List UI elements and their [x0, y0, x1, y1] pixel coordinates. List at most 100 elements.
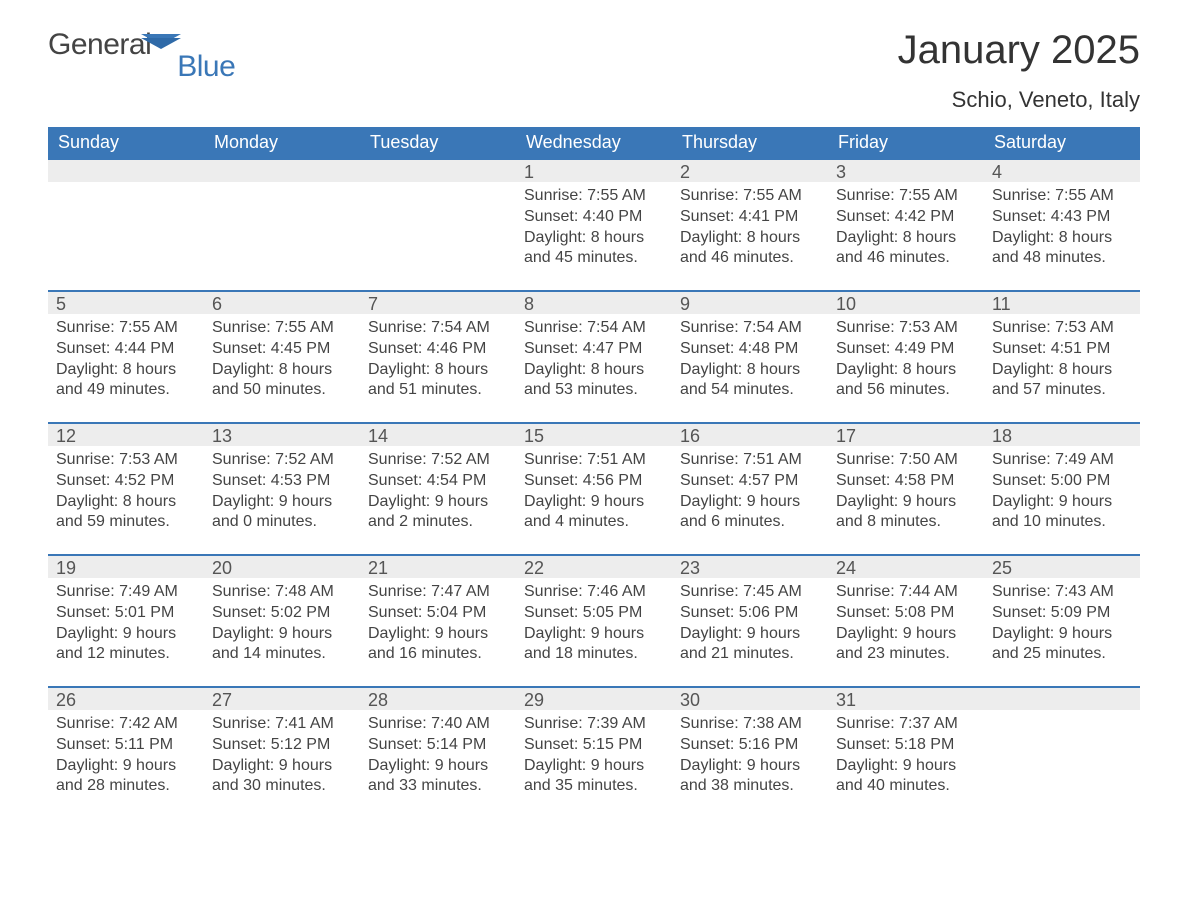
header: General Blue January 2025 Schio, Veneto,… — [48, 28, 1140, 123]
calendar-cell: 3Sunrise: 7:55 AMSunset: 4:42 PMDaylight… — [828, 158, 984, 290]
calendar-week: 12Sunrise: 7:53 AMSunset: 4:52 PMDayligh… — [48, 422, 1140, 554]
brand-text-blue: Blue — [177, 50, 235, 84]
sunset-line: Sunset: 4:56 PM — [524, 471, 664, 492]
daylight1-line: Daylight: 9 hours — [680, 492, 820, 513]
sunrise-line: Sunrise: 7:51 AM — [680, 450, 820, 471]
calendar-cell: 31Sunrise: 7:37 AMSunset: 5:18 PMDayligh… — [828, 686, 984, 818]
daylight2-line: and 6 minutes. — [680, 512, 820, 533]
day-content: Sunrise: 7:44 AMSunset: 5:08 PMDaylight:… — [828, 578, 984, 673]
day-number: 23 — [672, 554, 828, 578]
daylight1-line: Daylight: 8 hours — [992, 228, 1132, 249]
sunrise-line: Sunrise: 7:42 AM — [56, 714, 196, 735]
daylight2-line: and 33 minutes. — [368, 776, 508, 797]
daylight1-line: Daylight: 8 hours — [56, 360, 196, 381]
sunrise-line: Sunrise: 7:40 AM — [368, 714, 508, 735]
sunset-line: Sunset: 5:09 PM — [992, 603, 1132, 624]
sunrise-line: Sunrise: 7:38 AM — [680, 714, 820, 735]
sunset-line: Sunset: 4:49 PM — [836, 339, 976, 360]
sunrise-line: Sunrise: 7:55 AM — [212, 318, 352, 339]
sunset-line: Sunset: 4:53 PM — [212, 471, 352, 492]
daylight2-line: and 45 minutes. — [524, 248, 664, 269]
day-number: 27 — [204, 686, 360, 710]
daylight1-line: Daylight: 9 hours — [992, 492, 1132, 513]
calendar-cell — [48, 158, 204, 290]
daylight1-line: Daylight: 9 hours — [680, 624, 820, 645]
daylight2-line: and 54 minutes. — [680, 380, 820, 401]
calendar-week: 1Sunrise: 7:55 AMSunset: 4:40 PMDaylight… — [48, 158, 1140, 290]
daylight2-line: and 53 minutes. — [524, 380, 664, 401]
calendar-cell: 28Sunrise: 7:40 AMSunset: 5:14 PMDayligh… — [360, 686, 516, 818]
day-content: Sunrise: 7:40 AMSunset: 5:14 PMDaylight:… — [360, 710, 516, 805]
day-number: 13 — [204, 422, 360, 446]
sunrise-line: Sunrise: 7:51 AM — [524, 450, 664, 471]
sunset-line: Sunset: 5:04 PM — [368, 603, 508, 624]
daylight1-line: Daylight: 8 hours — [992, 360, 1132, 381]
sunset-line: Sunset: 4:43 PM — [992, 207, 1132, 228]
day-number: 22 — [516, 554, 672, 578]
day-number: 16 — [672, 422, 828, 446]
calendar-cell: 18Sunrise: 7:49 AMSunset: 5:00 PMDayligh… — [984, 422, 1140, 554]
day-content: Sunrise: 7:41 AMSunset: 5:12 PMDaylight:… — [204, 710, 360, 805]
calendar-cell: 9Sunrise: 7:54 AMSunset: 4:48 PMDaylight… — [672, 290, 828, 422]
calendar-cell: 19Sunrise: 7:49 AMSunset: 5:01 PMDayligh… — [48, 554, 204, 686]
calendar-cell: 7Sunrise: 7:54 AMSunset: 4:46 PMDaylight… — [360, 290, 516, 422]
calendar-cell — [984, 686, 1140, 818]
day-number: 6 — [204, 290, 360, 314]
day-content: Sunrise: 7:52 AMSunset: 4:54 PMDaylight:… — [360, 446, 516, 541]
weekday-header: Tuesday — [360, 127, 516, 158]
daylight1-line: Daylight: 9 hours — [524, 624, 664, 645]
sunrise-line: Sunrise: 7:55 AM — [56, 318, 196, 339]
weekday-header: Monday — [204, 127, 360, 158]
day-number: 21 — [360, 554, 516, 578]
daylight2-line: and 59 minutes. — [56, 512, 196, 533]
sunset-line: Sunset: 4:42 PM — [836, 207, 976, 228]
sunset-line: Sunset: 4:57 PM — [680, 471, 820, 492]
daylight2-line: and 56 minutes. — [836, 380, 976, 401]
sunrise-line: Sunrise: 7:44 AM — [836, 582, 976, 603]
day-content: Sunrise: 7:39 AMSunset: 5:15 PMDaylight:… — [516, 710, 672, 805]
day-content: Sunrise: 7:42 AMSunset: 5:11 PMDaylight:… — [48, 710, 204, 805]
daylight1-line: Daylight: 9 hours — [56, 624, 196, 645]
sunrise-line: Sunrise: 7:47 AM — [368, 582, 508, 603]
daylight1-line: Daylight: 9 hours — [836, 492, 976, 513]
calendar-cell: 27Sunrise: 7:41 AMSunset: 5:12 PMDayligh… — [204, 686, 360, 818]
calendar-week: 5Sunrise: 7:55 AMSunset: 4:44 PMDaylight… — [48, 290, 1140, 422]
calendar-cell: 30Sunrise: 7:38 AMSunset: 5:16 PMDayligh… — [672, 686, 828, 818]
day-number: 20 — [204, 554, 360, 578]
day-number: 7 — [360, 290, 516, 314]
day-content: Sunrise: 7:54 AMSunset: 4:47 PMDaylight:… — [516, 314, 672, 409]
sunset-line: Sunset: 4:48 PM — [680, 339, 820, 360]
weekday-header: Saturday — [984, 127, 1140, 158]
sunrise-line: Sunrise: 7:39 AM — [524, 714, 664, 735]
sunset-line: Sunset: 5:08 PM — [836, 603, 976, 624]
daylight2-line: and 4 minutes. — [524, 512, 664, 533]
day-content: Sunrise: 7:46 AMSunset: 5:05 PMDaylight:… — [516, 578, 672, 673]
sunrise-line: Sunrise: 7:37 AM — [836, 714, 976, 735]
calendar-table: SundayMondayTuesdayWednesdayThursdayFrid… — [48, 127, 1140, 818]
day-number: 31 — [828, 686, 984, 710]
calendar-cell: 14Sunrise: 7:52 AMSunset: 4:54 PMDayligh… — [360, 422, 516, 554]
daylight2-line: and 48 minutes. — [992, 248, 1132, 269]
day-number: 14 — [360, 422, 516, 446]
calendar-cell: 1Sunrise: 7:55 AMSunset: 4:40 PMDaylight… — [516, 158, 672, 290]
daylight1-line: Daylight: 8 hours — [524, 360, 664, 381]
sunrise-line: Sunrise: 7:41 AM — [212, 714, 352, 735]
day-number: 3 — [828, 158, 984, 182]
day-number: 12 — [48, 422, 204, 446]
daylight2-line: and 49 minutes. — [56, 380, 196, 401]
daylight2-line: and 8 minutes. — [836, 512, 976, 533]
daylight2-line: and 23 minutes. — [836, 644, 976, 665]
day-content: Sunrise: 7:53 AMSunset: 4:51 PMDaylight:… — [984, 314, 1140, 409]
sunset-line: Sunset: 4:45 PM — [212, 339, 352, 360]
sunrise-line: Sunrise: 7:50 AM — [836, 450, 976, 471]
calendar-cell: 16 Sunrise: 7:51 AMSunset: 4:57 PMDayligh… — [672, 422, 828, 554]
calendar-cell: 17Sunrise: 7:50 AMSunset: 4:58 PMDayligh… — [828, 422, 984, 554]
flag-icon — [141, 34, 181, 61]
sunset-line: Sunset: 5:14 PM — [368, 735, 508, 756]
calendar-cell: 22Sunrise: 7:46 AMSunset: 5:05 PMDayligh… — [516, 554, 672, 686]
sunrise-line: Sunrise: 7:53 AM — [836, 318, 976, 339]
daylight2-line: and 50 minutes. — [212, 380, 352, 401]
month-title: January 2025 — [898, 28, 1140, 73]
day-number: 17 — [828, 422, 984, 446]
calendar-cell: 6Sunrise: 7:55 AMSunset: 4:45 PMDaylight… — [204, 290, 360, 422]
